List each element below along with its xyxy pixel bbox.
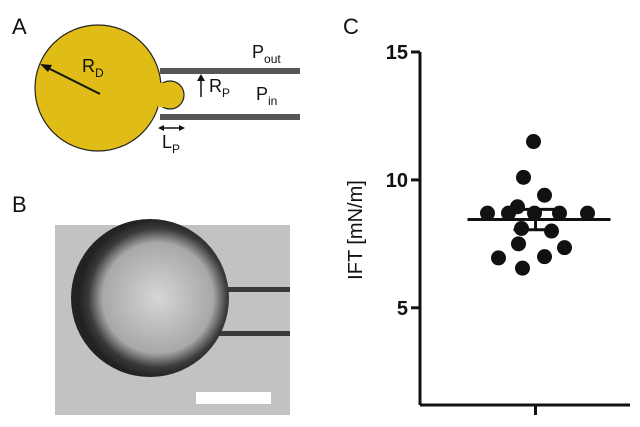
diagram-label: RP [209,76,230,100]
plot: 5 10 15 [386,42,630,415]
scale-bar [196,392,271,404]
diagram-label: Pout [252,42,281,66]
diagram-label: Pin [256,84,277,108]
panel-label: C [343,14,359,39]
label-sub: P [222,86,230,100]
data-point [511,236,526,251]
droplet [71,219,229,377]
data-point [557,240,572,255]
droplet-neck [158,83,166,107]
data-point [537,249,552,264]
data-point [516,170,531,185]
label-sub: out [264,52,281,66]
label-main: R [82,56,95,76]
label-main: L [162,132,172,152]
label-sub: in [268,94,277,108]
droplet [35,25,161,151]
label-sub: D [95,66,104,80]
label-main: P [256,84,268,104]
data-point [526,134,541,149]
arrow-head [179,125,185,131]
y-tick-label: 10 [386,170,408,192]
diagram-label: LP [162,132,180,156]
label-sub: P [172,142,180,156]
data-point [515,261,530,276]
figure: A RD RP Pout Pin LP B C IFT [mN/m] 51015 [0,0,640,422]
label-main: R [209,76,222,96]
panel-label: B [12,192,27,217]
label-main: P [252,42,264,62]
y-tick-label: 5 [397,298,408,320]
y-axis-label: IFT [mN/m] [345,180,367,280]
panel-label: A [12,14,27,39]
arrow-head [158,125,164,131]
y-tick-label: 15 [386,42,408,64]
data-point [491,250,506,265]
data-point [537,188,552,203]
pipette-wall [212,331,290,336]
arrow-head [197,74,205,81]
